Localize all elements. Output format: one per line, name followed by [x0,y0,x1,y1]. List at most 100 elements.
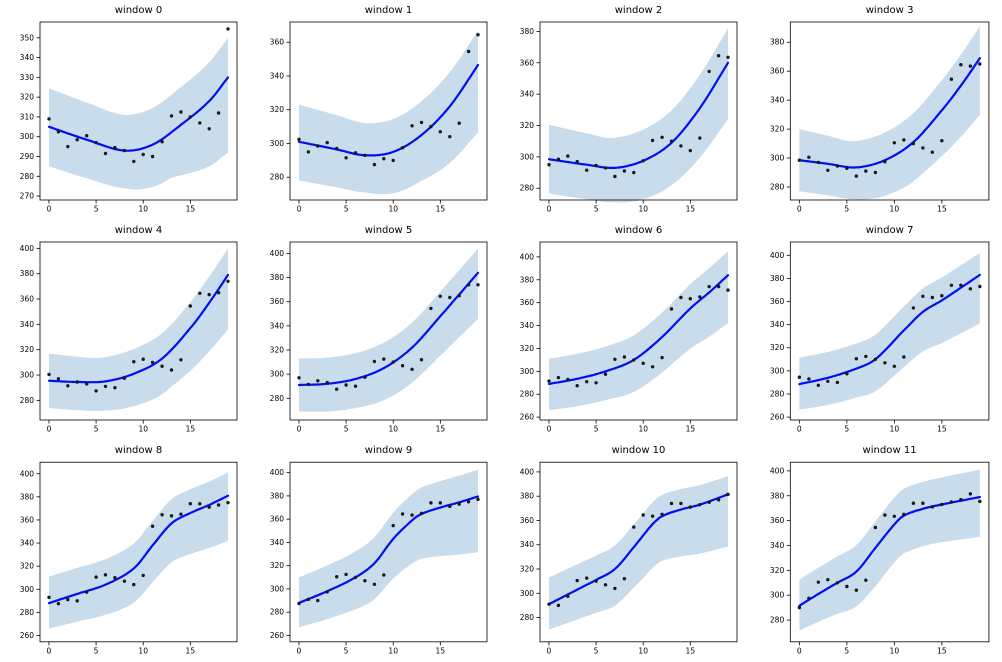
data-point [845,372,849,376]
data-point [141,573,145,578]
y-tick-label: 360 [520,516,534,525]
subplot-cell-10: 280 300 320 340 360 380 400 0 5 10 15 window 10 [500,440,750,662]
data-point [207,127,211,131]
data-point [372,162,377,167]
data-point [873,357,878,361]
y-tick-label: 280 [270,394,285,403]
x-tick-label: 0 [297,425,302,434]
data-point [363,153,367,157]
data-point [594,163,598,168]
data-point [603,583,608,587]
axes-frame [539,241,738,421]
data-point [400,364,405,368]
data-point [85,382,89,386]
trend-line [547,61,730,169]
x-tick-label: 10 [388,425,398,434]
y-tick-label: 320 [270,346,285,355]
x-tick-label: 0 [547,425,552,434]
y-tick-label: 280 [770,182,785,191]
data-point [698,295,702,299]
x-tick-label: 0 [297,205,302,214]
confidence-band [49,37,228,190]
data-point [807,596,811,601]
y-tick-label: 280 [770,616,785,625]
data-point [56,377,61,381]
data-point [419,511,424,516]
y-tick-label: 340 [270,71,285,80]
axes-frame [539,21,738,201]
y-tick-label: 340 [20,53,35,62]
x-tick-label: 0 [797,646,802,655]
subplot-cell-1: 280 300 320 340 360 0 5 10 15 window 1 [250,0,500,220]
y-tick-label: 380 [520,27,535,36]
confidence-band [299,248,478,412]
subplot-window-3: 280 300 320 340 360 380 0 5 10 15 window 3 [770,5,990,214]
data-point [363,579,367,583]
data-point [632,358,636,362]
data-point [594,381,598,385]
x-tick-label: 10 [890,205,900,214]
axes-frame [789,241,990,421]
data-point [216,111,221,115]
data-point [94,389,98,393]
y-tick-label: 260 [20,631,34,640]
y-tick-label: 280 [520,390,535,399]
y-tick-label: 330 [20,73,35,82]
data-point [188,502,192,506]
confidence-band [49,248,228,411]
y-tick-label: 340 [520,540,534,549]
data-point [726,288,730,292]
data-point [716,498,721,502]
data-point [344,156,348,160]
data-point [921,294,925,298]
axes-frame [39,241,238,421]
data-point [807,155,811,159]
data-point [816,160,821,165]
data-point [85,590,89,594]
y-tick-label: 320 [270,561,284,570]
data-point [575,384,579,388]
y-tick-label: 320 [520,121,535,130]
data-point [797,375,802,379]
y-tick-label: 320 [770,566,785,575]
x-tick-label: 15 [686,205,696,214]
data-point [150,360,155,365]
data-point [854,357,859,361]
subplot-title: window 1 [365,5,412,16]
data-point [940,502,944,507]
data-point [410,367,414,371]
x-tick-label: 5 [844,646,849,655]
y-tick-label: 280 [20,396,35,405]
data-point [122,376,127,380]
x-tick-label: 0 [47,425,52,434]
data-point [372,359,377,364]
x-tick-label: 5 [344,425,349,434]
data-point [122,148,127,153]
subplot-cell-4: 280 300 320 340 360 380 400 0 5 10 15 window 4 [0,220,250,440]
x-tick-label: 0 [47,646,52,655]
subplot-window-2: 280 300 320 340 360 380 0 5 10 15 window 2 [520,5,738,214]
subplot-title: window 4 [115,225,162,236]
y-tick-label: 360 [20,515,34,524]
data-point [826,168,830,172]
data-point [883,160,887,164]
y-tick-label: 360 [770,67,785,76]
y-tick-label: 380 [770,38,785,47]
confidence-band [549,251,728,411]
data-point [306,597,311,602]
data-point [797,158,802,162]
data-point [547,163,551,167]
data-point [316,598,320,603]
subplot-title: window 8 [115,445,162,456]
data-point [911,141,916,146]
data-point [707,69,711,74]
y-tick-label: 300 [270,139,285,148]
data-point [457,121,461,125]
y-tick-label: 380 [270,491,284,500]
subplot-cell-5: 280 300 320 340 360 380 400 0 5 10 15 window 5 [250,220,500,440]
data-point [547,602,551,606]
subplot-window-6: 260 280 300 320 340 360 380 400 0 5 10 15 window 6 [520,225,738,434]
x-tick-label: 0 [297,646,302,655]
y-tick-label: 300 [520,367,535,376]
subplot-title: window 5 [365,225,412,236]
